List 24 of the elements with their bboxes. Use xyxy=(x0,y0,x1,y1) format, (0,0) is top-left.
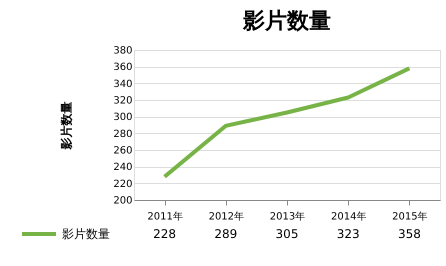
x-tick-label: 2015年 xyxy=(392,210,428,222)
y-tick-label: 380 xyxy=(113,46,132,56)
x-tick-label: 2014年 xyxy=(330,210,366,222)
y-tick-label: 340 xyxy=(113,78,132,90)
y-tick-label: 320 xyxy=(113,96,132,106)
data-label: 228 xyxy=(153,227,176,241)
legend-label: 影片数量 xyxy=(62,227,110,241)
chart-title: 影片数量 xyxy=(242,9,331,34)
data-label: 358 xyxy=(398,227,421,241)
y-tick-label: 280 xyxy=(113,128,132,140)
y-tick-label: 200 xyxy=(113,196,132,206)
x-tick-label: 2013年 xyxy=(270,210,306,222)
y-axis-title: 影片数量 xyxy=(59,102,74,150)
y-tick-label: 260 xyxy=(113,146,132,156)
y-tick-label: 300 xyxy=(113,112,132,124)
data-label: 305 xyxy=(276,227,298,241)
data-label: 289 xyxy=(214,227,238,241)
y-tick-label: 360 xyxy=(113,62,132,74)
data-label: 323 xyxy=(336,227,360,241)
x-tick-label: 2011年 xyxy=(147,210,183,222)
x-tick-label: 2012年 xyxy=(208,210,244,222)
y-tick-label: 220 xyxy=(113,178,132,190)
y-tick-label: 240 xyxy=(113,162,132,174)
line-series xyxy=(162,66,412,179)
